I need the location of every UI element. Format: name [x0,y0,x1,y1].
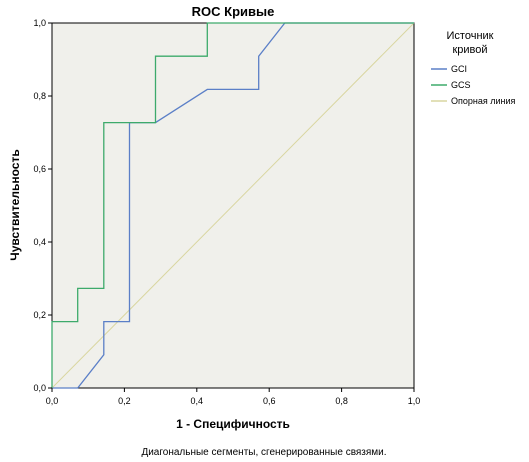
axis-layer: 0,0 0,2 0,4 0,6 0,8 1,0 0,0 0,2 0,4 0,6 0,8 1,0 [33,18,420,406]
series-line-reference [51,22,415,389]
series-line-gcs [51,22,414,388]
x-tick-label: 0,8 [335,396,348,406]
legend-entry: GCS [451,80,471,90]
y-tick-label: 0,0 [33,383,46,393]
legend-title-line-1: Источник [447,30,494,42]
legend-items: GCI GCS Опорная линия [431,64,516,106]
legend: Источник кривой GCI GCS Опорная линия [431,30,516,106]
y-axis-label: Чувствительность [8,149,22,260]
x-axis-label: 1 - Специфичность [176,417,290,431]
x-tick-label: 1,0 [408,396,421,406]
series-layer [51,22,414,389]
y-tick-label: 0,6 [33,164,46,174]
x-tick-label: 0,2 [118,396,131,406]
chart-title: ROC Кривые [192,4,275,19]
x-tick-label: 0,6 [263,396,276,406]
reference-line-layer [51,22,415,389]
y-tick-label: 0,2 [33,310,46,320]
legend-entry: GCI [451,64,467,74]
y-tick-label: 0,4 [33,237,46,247]
y-tick-label: 0,8 [33,91,46,101]
y-tick-label: 1,0 [33,18,46,28]
x-tick-label: 0,4 [191,396,204,406]
legend-entry: Опорная линия [451,96,516,106]
legend-title-line-2: кривой [452,44,487,56]
x-tick-label: 0,0 [46,396,59,406]
chart-footnote: Диагональные сегменты, сгенерированные с… [141,447,386,458]
